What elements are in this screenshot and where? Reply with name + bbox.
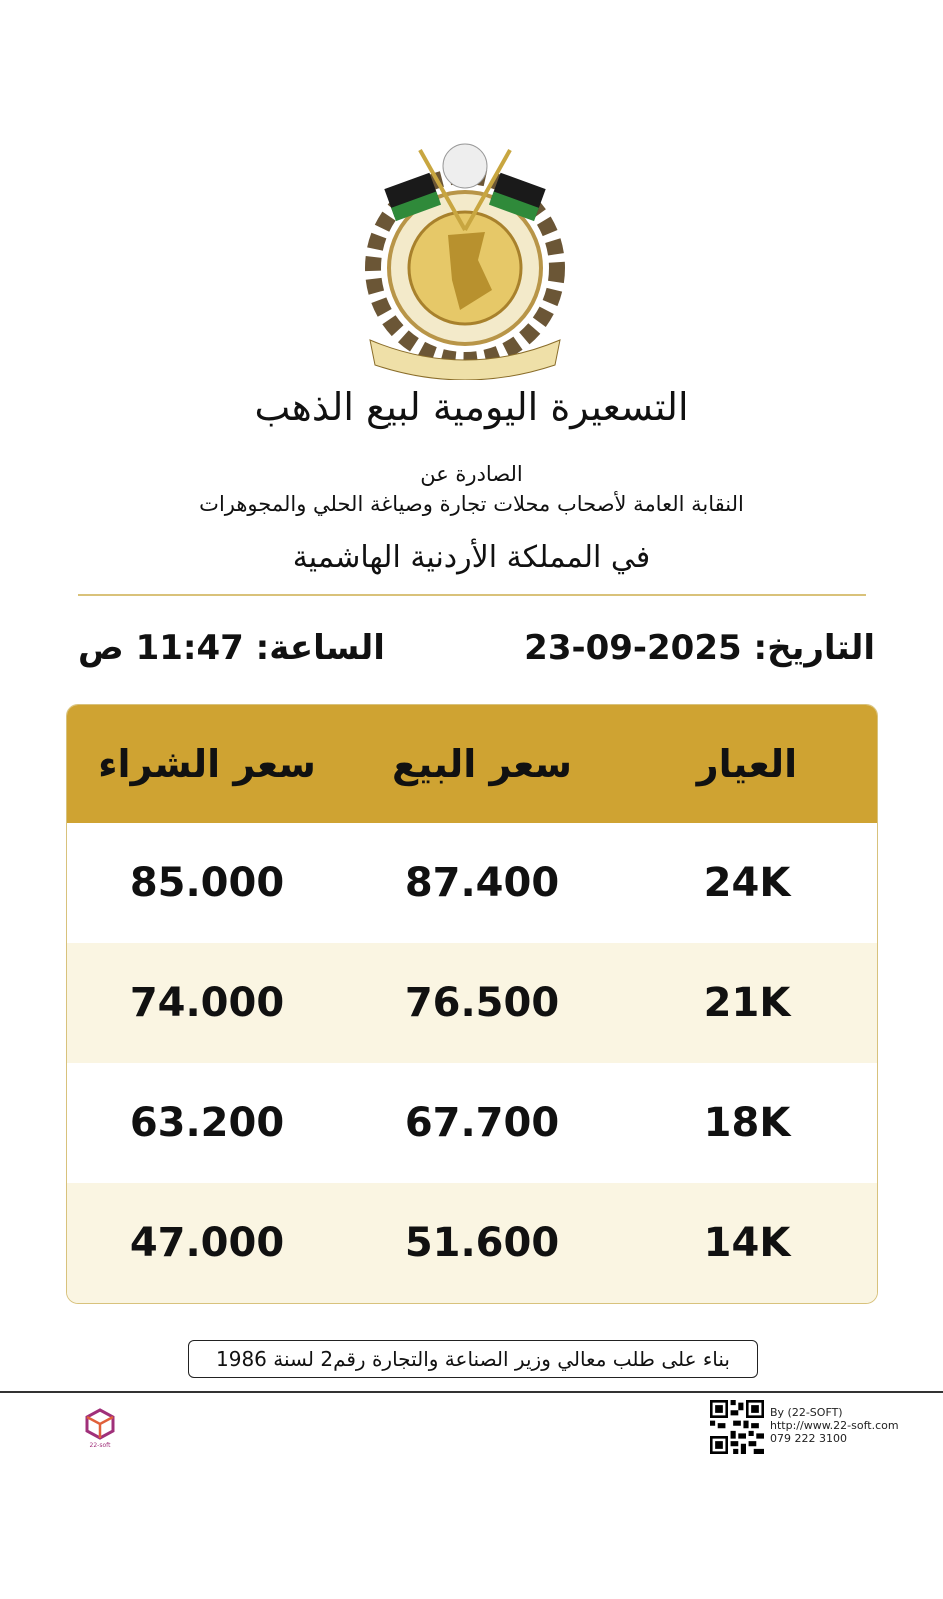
time-value: 11:47 ص [78,628,244,668]
table-row: 24K 87.400 85.000 [67,823,877,943]
syndicate-logo [365,143,565,380]
buy-price: 85.000 [129,860,285,906]
sell-price: 87.400 [404,860,560,906]
syndicate-name: النقابة العامة لأصحاب محلات تجارة وصياغة… [199,492,744,516]
table-row: 14K 51.600 47.000 [67,1183,877,1303]
header-sell-price: سعر البيع [392,742,572,786]
time-display: الساعة: 11:47 ص [78,628,385,668]
price-table: العيار سعر البيع سعر الشراء 24K 87.400 8… [66,704,878,1304]
credits-phone: 079 222 3100 [770,1432,847,1445]
table-header: العيار سعر البيع سعر الشراء [67,705,877,823]
sell-price: 51.600 [404,1220,560,1266]
buy-price: 47.000 [129,1220,285,1266]
karat: 24K [703,860,791,906]
svg-text:22-soft: 22-soft [90,1442,112,1448]
credits-by: By (22-SOFT) [770,1406,843,1419]
header-karat: العيار [696,742,798,786]
22-soft-logo-icon: 22-soft [85,1408,115,1448]
karat: 14K [703,1220,791,1266]
issued-by-text: الصادرة عن [420,462,523,486]
legal-note: بناء على طلب معالي وزير الصناعة والتجارة… [188,1340,758,1378]
date-label: التاريخ: [753,628,875,668]
credits-url[interactable]: http://www.22-soft.com [770,1419,899,1432]
buy-price: 74.000 [129,980,285,1026]
kingdom-name: في المملكة الأردنية الهاشمية [292,540,651,575]
divider [78,594,866,596]
buy-price: 63.200 [129,1100,285,1146]
credits: By (22-SOFT) http://www.22-soft.com 079 … [770,1406,899,1445]
date-display: التاريخ: 23-09-2025 [524,628,875,668]
karat: 18K [703,1100,791,1146]
page-title: التسعيرة اليومية لبيع الذهب [254,385,689,429]
sell-price: 76.500 [404,980,560,1026]
karat: 21K [703,980,791,1026]
table-row: 18K 67.700 63.200 [67,1063,877,1183]
header-buy-price: سعر الشراء [98,742,316,786]
time-label: الساعة: [255,628,385,668]
sell-price: 67.700 [404,1100,560,1146]
footer-divider [0,1391,943,1393]
table-row: 21K 76.500 74.000 [67,943,877,1063]
date-value: 23-09-2025 [524,628,742,668]
qr-code-icon[interactable] [710,1400,764,1454]
